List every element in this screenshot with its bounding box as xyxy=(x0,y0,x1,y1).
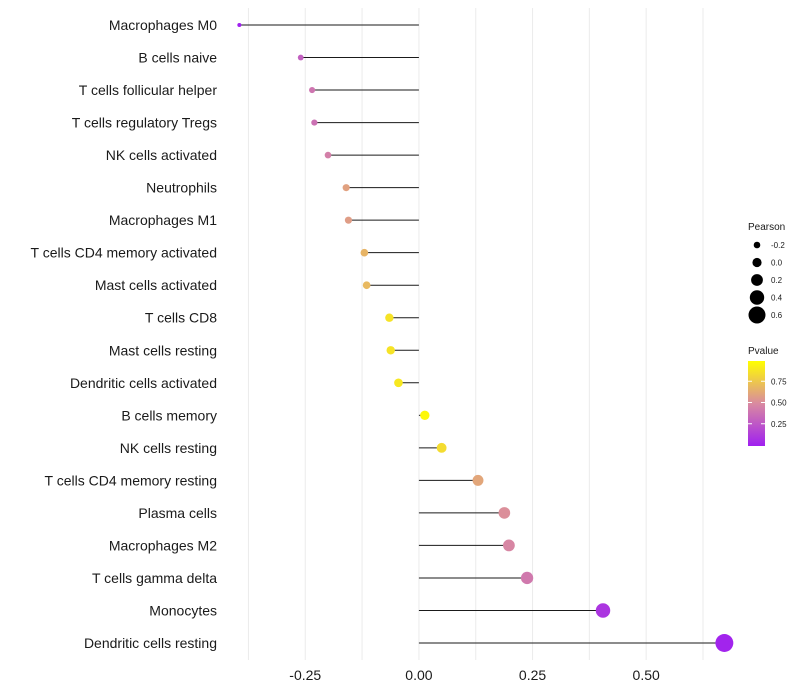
pearson-legend-label: 0.6 xyxy=(771,311,783,320)
point-marker xyxy=(394,378,403,388)
category-label: Mast cells resting xyxy=(109,342,217,358)
stems xyxy=(239,24,725,644)
pearson-legend-key xyxy=(749,290,765,305)
point-marker xyxy=(311,119,318,126)
pearson-size-legend: Pearson -0.2 0.0 0.2 0.4 0.6 xyxy=(748,222,785,324)
category-label: Macrophages M2 xyxy=(109,537,217,553)
point-marker xyxy=(342,184,350,192)
point-marker xyxy=(360,248,369,257)
pvalue-legend-title: Pvalue xyxy=(748,346,779,357)
category-label: NK cells resting xyxy=(120,440,217,456)
pvalue-legend-label: 0.25 xyxy=(771,420,787,429)
pvalue-colorbar xyxy=(748,361,765,446)
x-tick-label: -0.25 xyxy=(289,667,321,683)
category-label: B cells naive xyxy=(138,50,217,66)
point-marker xyxy=(715,634,734,652)
point-marker xyxy=(344,216,353,224)
pearson-legend-key xyxy=(753,241,761,249)
point-marker xyxy=(309,86,316,94)
point-marker xyxy=(498,507,511,519)
pearson-legend-label: 0.0 xyxy=(771,259,783,268)
pearson-legend-title: Pearson xyxy=(748,222,785,233)
category-label: T cells regulatory Tregs xyxy=(72,115,217,131)
category-label: T cells CD8 xyxy=(145,310,217,326)
x-axis-tick-labels: -0.25 0.00 0.25 0.50 xyxy=(289,667,660,683)
category-label: Mast cells activated xyxy=(95,277,217,293)
point-marker xyxy=(386,346,395,355)
pvalue-color-legend: Pvalue 0.75 0.50 0.25 xyxy=(748,346,787,446)
pearson-legend-label: 0.2 xyxy=(771,276,783,285)
x-tick-label: 0.00 xyxy=(405,667,432,683)
category-label: Plasma cells xyxy=(138,505,217,521)
point-marker xyxy=(237,22,242,28)
x-tick-label: 0.25 xyxy=(519,667,546,683)
point-marker xyxy=(420,410,430,421)
pearson-legend-label: -0.2 xyxy=(771,241,785,250)
x-tick-label: 0.50 xyxy=(633,667,660,683)
points xyxy=(237,22,734,652)
pvalue-legend-label: 0.75 xyxy=(771,377,787,386)
category-label: NK cells activated xyxy=(106,147,217,163)
category-label: Macrophages M1 xyxy=(109,212,217,228)
category-label: T cells follicular helper xyxy=(79,82,218,98)
category-label: T cells CD4 memory activated xyxy=(31,245,217,261)
point-marker xyxy=(324,151,332,159)
pearson-legend-key xyxy=(751,274,763,286)
point-marker xyxy=(297,54,304,61)
category-label: Neutrophils xyxy=(146,180,217,196)
category-label: Macrophages M0 xyxy=(109,17,217,33)
pvalue-legend-label: 0.50 xyxy=(771,399,787,408)
point-marker xyxy=(595,603,611,618)
category-label: B cells memory xyxy=(121,407,217,423)
pearson-legend-label: 0.4 xyxy=(771,294,783,303)
point-marker xyxy=(385,313,394,322)
point-marker xyxy=(362,281,371,290)
category-label: T cells gamma delta xyxy=(92,570,217,586)
category-label: T cells CD4 memory resting xyxy=(45,472,217,488)
pearson-legend-key xyxy=(748,306,766,324)
point-marker xyxy=(436,442,447,453)
grid-lines xyxy=(247,8,704,660)
point-marker xyxy=(472,474,484,486)
category-label: Dendritic cells resting xyxy=(84,635,217,651)
pearson-legend-key xyxy=(752,257,762,268)
point-marker xyxy=(503,539,515,552)
category-label: Monocytes xyxy=(149,602,217,618)
category-label: Dendritic cells activated xyxy=(70,375,217,391)
category-labels: Macrophages M0 B cells naive T cells folli… xyxy=(31,17,218,651)
point-marker xyxy=(520,571,534,585)
